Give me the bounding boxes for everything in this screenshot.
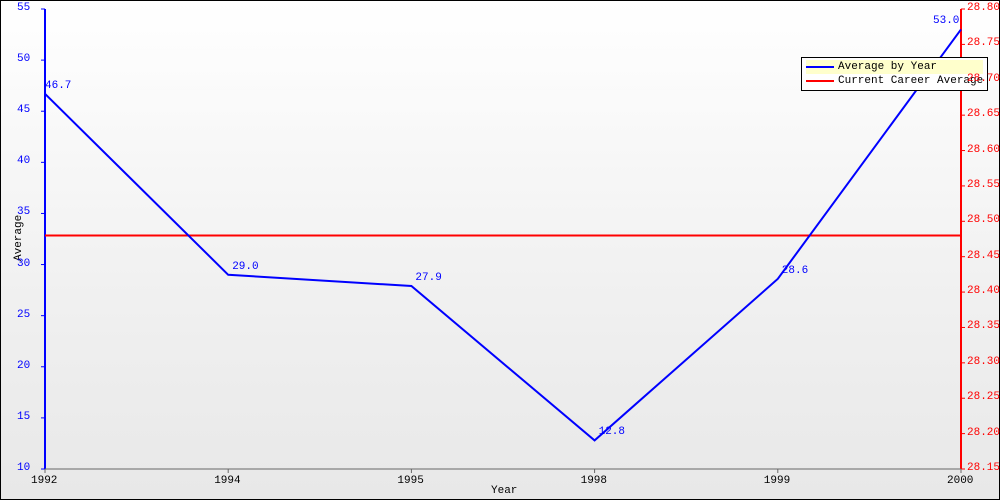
legend-swatch [806, 66, 834, 68]
y-right-tick: 28.70 [967, 73, 1000, 85]
chart-container: Average Year Average by Year Current Car… [0, 0, 1000, 500]
y-right-tick: 28.15 [967, 462, 1000, 474]
legend-item: Current Career Average [806, 74, 983, 88]
data-label: 46.7 [45, 80, 71, 92]
legend-item: Average by Year [806, 60, 983, 74]
y-right-tick: 28.55 [967, 179, 1000, 191]
y-left-tick: 20 [17, 360, 30, 372]
data-label: 27.9 [415, 272, 441, 284]
y-right-tick: 28.40 [967, 285, 1000, 297]
y-left-tick: 50 [17, 53, 30, 65]
y-right-tick: 28.45 [967, 250, 1000, 262]
legend: Average by Year Current Career Average [801, 57, 988, 91]
y-right-tick: 28.80 [967, 2, 1000, 14]
y-left-tick: 10 [17, 462, 30, 474]
y-right-tick: 28.75 [967, 37, 1000, 49]
y-left-tick: 45 [17, 104, 30, 116]
x-tick: 1995 [397, 475, 423, 487]
y-left-axis-label: Average [13, 215, 25, 261]
data-label: 28.6 [782, 265, 808, 277]
legend-swatch [806, 80, 834, 82]
data-label: 12.8 [599, 426, 625, 438]
x-axis-label: Year [491, 485, 517, 497]
y-right-tick: 28.25 [967, 391, 1000, 403]
y-right-tick: 28.20 [967, 427, 1000, 439]
y-left-tick: 55 [17, 2, 30, 14]
y-left-tick: 30 [17, 258, 30, 270]
x-tick: 1994 [214, 475, 240, 487]
x-tick: 1998 [581, 475, 607, 487]
y-left-tick: 35 [17, 206, 30, 218]
y-left-tick: 25 [17, 309, 30, 321]
x-tick: 1992 [31, 475, 57, 487]
x-tick: 2000 [947, 475, 973, 487]
y-right-tick: 28.30 [967, 356, 1000, 368]
data-label: 29.0 [232, 261, 258, 273]
legend-label: Average by Year [838, 61, 937, 73]
data-label: 53.0 [933, 15, 959, 27]
legend-label: Current Career Average [838, 75, 983, 87]
y-right-tick: 28.60 [967, 144, 1000, 156]
x-tick: 1999 [764, 475, 790, 487]
y-left-tick: 15 [17, 411, 30, 423]
y-right-tick: 28.65 [967, 108, 1000, 120]
y-left-tick: 40 [17, 155, 30, 167]
y-right-tick: 28.35 [967, 320, 1000, 332]
y-right-tick: 28.50 [967, 214, 1000, 226]
